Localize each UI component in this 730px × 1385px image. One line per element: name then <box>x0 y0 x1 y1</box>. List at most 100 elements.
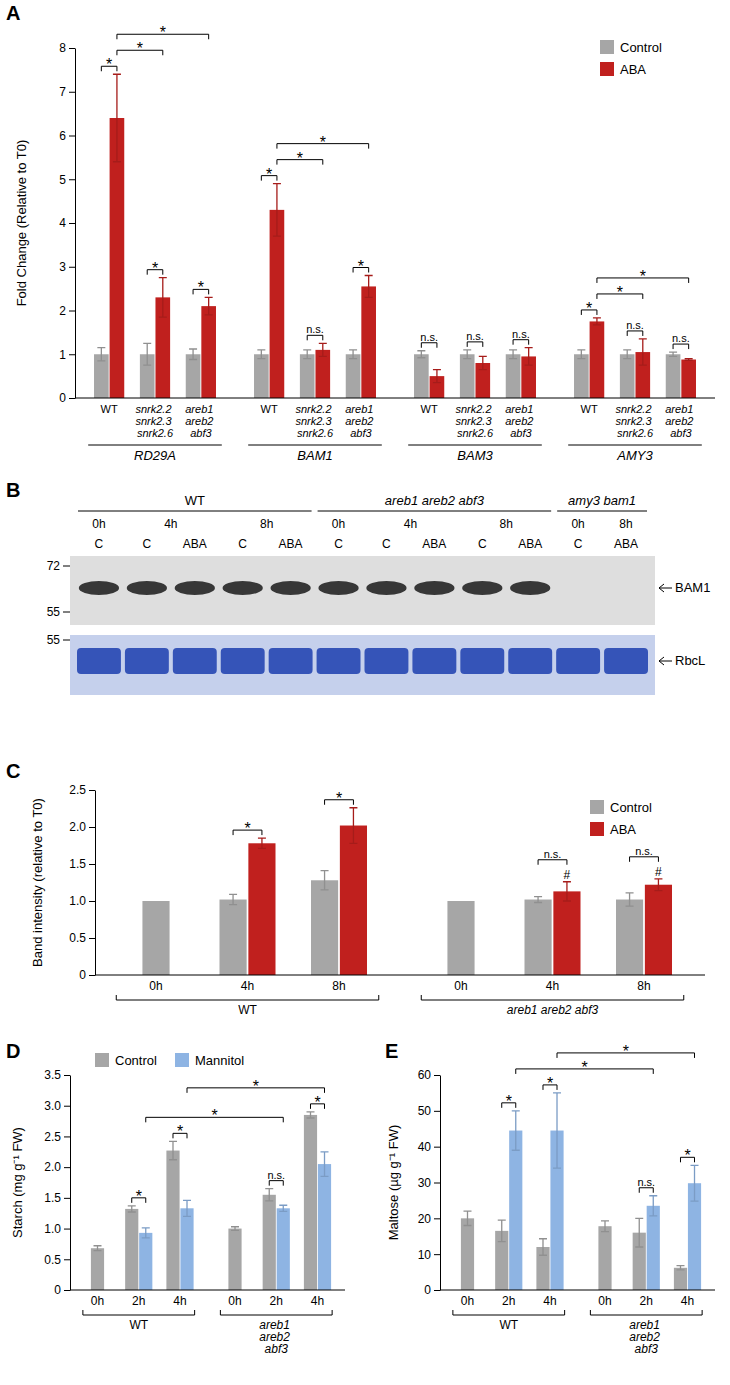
category-label: areb1 areb2 abf3 <box>665 403 696 439</box>
tick-mark <box>89 938 95 939</box>
significance-label: n.s. <box>637 1176 655 1188</box>
lane-label: ABA <box>422 537 446 551</box>
panel-label: D <box>6 1040 20 1062</box>
category-label: 4h <box>546 979 559 993</box>
group-line <box>568 445 702 446</box>
blot-membrane <box>70 556 655 625</box>
blot-band <box>271 581 311 595</box>
tick-mark <box>64 1136 70 1137</box>
panel-label: A <box>6 2 20 24</box>
legend-label: Control <box>115 1053 157 1068</box>
error-bar <box>669 352 677 356</box>
tick-mark <box>434 1254 440 1255</box>
tick-label: 6 <box>59 129 66 143</box>
error-bar <box>159 278 167 317</box>
bar <box>414 354 429 398</box>
significance-label: * <box>617 284 623 301</box>
y-axis: 0102030405060 <box>418 1068 441 1297</box>
tick-mark <box>69 311 75 312</box>
band-label: BAM1 <box>675 580 710 595</box>
category-label: 4h <box>681 1294 694 1308</box>
error-bar <box>498 1220 506 1242</box>
tick: 1.0 <box>44 1222 70 1236</box>
tick-mark <box>89 864 95 865</box>
category-label: areb1 areb2 abf3 <box>185 403 216 439</box>
lane-label: C <box>143 537 152 551</box>
error-bar <box>553 1093 561 1168</box>
bar <box>346 354 361 398</box>
lane-label: C <box>574 537 583 551</box>
error-bar <box>563 882 571 901</box>
arrow <box>659 657 672 665</box>
marker-label: 55 <box>47 633 61 647</box>
group-line <box>408 445 542 446</box>
category-label: snrk2.2 snrk2.3 snrk2.6 <box>135 403 174 439</box>
tick-label: 3.0 <box>44 1099 61 1113</box>
tick-label: 10 <box>418 1248 432 1262</box>
significance-bracket <box>467 342 483 347</box>
significance-label: * <box>640 268 646 285</box>
bar <box>248 843 275 975</box>
lane-label: ABA <box>279 537 303 551</box>
category-label: 0h <box>598 1294 611 1308</box>
bar <box>166 1151 179 1290</box>
legend-label: ABA <box>610 822 636 837</box>
significance-label: n.s. <box>306 323 324 335</box>
axis-title: Band intensity (relative to T0) <box>30 798 45 967</box>
category-label: 0h <box>228 1294 241 1308</box>
error-bar <box>525 348 533 366</box>
legend-label: ABA <box>620 62 646 77</box>
tick: 6 <box>59 129 75 143</box>
error-bar <box>479 356 487 369</box>
tick-mark <box>434 1111 440 1112</box>
error-bar <box>512 1111 520 1150</box>
tick-label: 1.5 <box>69 857 86 871</box>
group-label: RD29A <box>134 448 176 463</box>
significance-bracket <box>513 340 529 345</box>
blot-band <box>604 648 648 674</box>
significance-label: n.s. <box>544 848 562 860</box>
error-bar <box>169 1141 177 1159</box>
error-bar <box>463 350 471 359</box>
category-label: WT <box>261 403 278 415</box>
tick-mark <box>64 1167 70 1168</box>
panel: D00.51.01.52.02.53.03.5Starch (mg g⁻¹ FW… <box>6 1040 345 1356</box>
error-bar <box>273 184 281 237</box>
blot-band <box>79 581 119 595</box>
tick-mark <box>64 1259 70 1260</box>
significance-label: * <box>152 260 158 277</box>
figure: BC0hCABA4hCABA8hWTC0hCABA4hCABA8hareb1 a… <box>0 0 730 1385</box>
bar <box>311 880 338 975</box>
bar <box>674 1268 687 1290</box>
blot-band <box>366 581 406 595</box>
blot-band <box>318 581 358 595</box>
tick-mark <box>64 1290 70 1291</box>
tick-label: 3 <box>59 260 66 274</box>
tick: 2.0 <box>44 1160 70 1174</box>
bar <box>142 901 169 975</box>
lane-label: ABA <box>183 537 207 551</box>
tick-label: 0.5 <box>69 931 86 945</box>
tick-mark <box>69 267 75 268</box>
error-bar <box>265 1189 273 1201</box>
annotation: # <box>655 865 662 879</box>
category-label: 2h <box>270 1294 283 1308</box>
tick-label: 50 <box>418 1104 432 1118</box>
bar <box>447 901 474 975</box>
tick-label: 4 <box>59 216 66 230</box>
axis-title: Maltose (µg g⁻¹ FW) <box>386 1125 401 1241</box>
bar <box>524 900 551 975</box>
group-label: BAM1 <box>297 448 332 463</box>
significance-bracket <box>673 344 689 349</box>
error-bar <box>635 1218 643 1247</box>
significance-label: * <box>314 1094 320 1111</box>
tick: 0 <box>79 968 95 982</box>
group-line <box>78 511 312 512</box>
tick-mark <box>434 1147 440 1148</box>
group-label: areb1 areb2 abf3 <box>259 1318 293 1356</box>
bar <box>506 354 521 398</box>
legend-swatch <box>600 62 614 76</box>
tick: 2.5 <box>44 1130 70 1144</box>
tick: 3.5 <box>44 1068 70 1082</box>
tick: 30 <box>418 1176 440 1190</box>
